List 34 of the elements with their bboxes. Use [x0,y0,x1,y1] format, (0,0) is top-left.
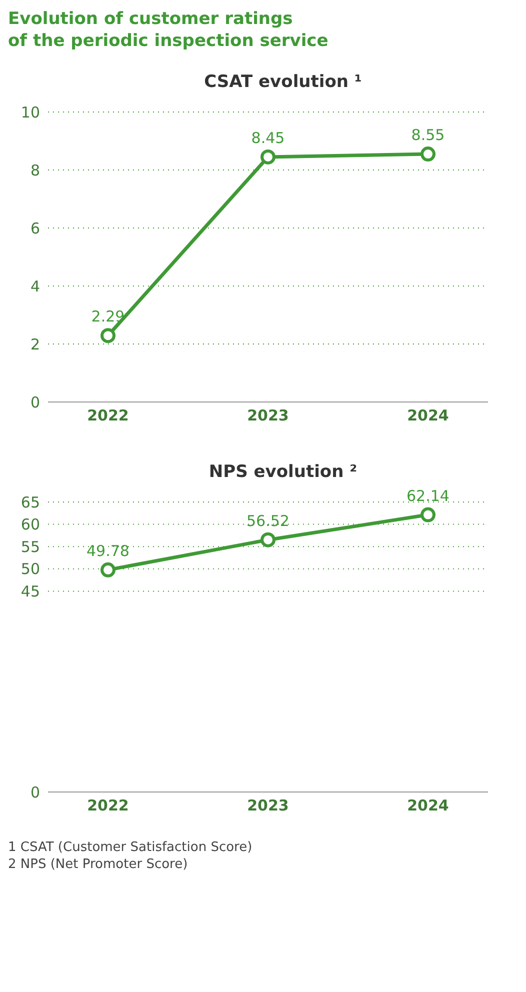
data-label: 62.14 [406,486,450,505]
point [260,149,276,164]
data-label: 8.55 [411,126,445,144]
point [420,507,436,522]
y-tick-label: 55 [20,538,40,556]
y-tick-label: 45 [20,582,40,601]
y-tick-label: 4 [30,277,40,296]
y-tick-label: 65 [20,493,40,512]
point [100,328,116,344]
data-label: 8.45 [251,128,285,147]
point [420,146,436,162]
y-tick-label: 10 [20,103,40,122]
y-tick-label: 60 [20,516,40,534]
y-tick-label: 6 [30,219,40,238]
chart-subtitle: CSAT evolution ¹ [203,72,363,92]
x-tick-label: 2022 [87,796,129,815]
x-tick-label: 2024 [407,406,449,425]
text: 1 CSAT (Customer Satisfaction Score) [8,840,254,855]
x-tick-label: 2023 [247,406,289,425]
x-tick-label: 2022 [87,406,129,425]
y-tick-label: 0 [30,393,40,412]
y-tick-label: 0 [30,783,40,802]
y-tick-label: 2 [30,335,40,354]
data-label: 56.52 [246,512,290,530]
text: 2 NPS (Net Promoter Score) [8,857,189,872]
point [100,562,116,578]
y-tick-label: 50 [20,560,40,578]
chart-subtitle: NPS evolution ² [208,462,358,482]
x-tick-label: 2023 [247,796,289,815]
chart-title: Evolution of customer ratings of the periodic inspection service [8,8,330,52]
x-tick-label: 2024 [407,796,449,815]
data-label: 49.78 [86,542,130,560]
y-tick-label: 8 [30,161,40,180]
point [260,532,276,548]
